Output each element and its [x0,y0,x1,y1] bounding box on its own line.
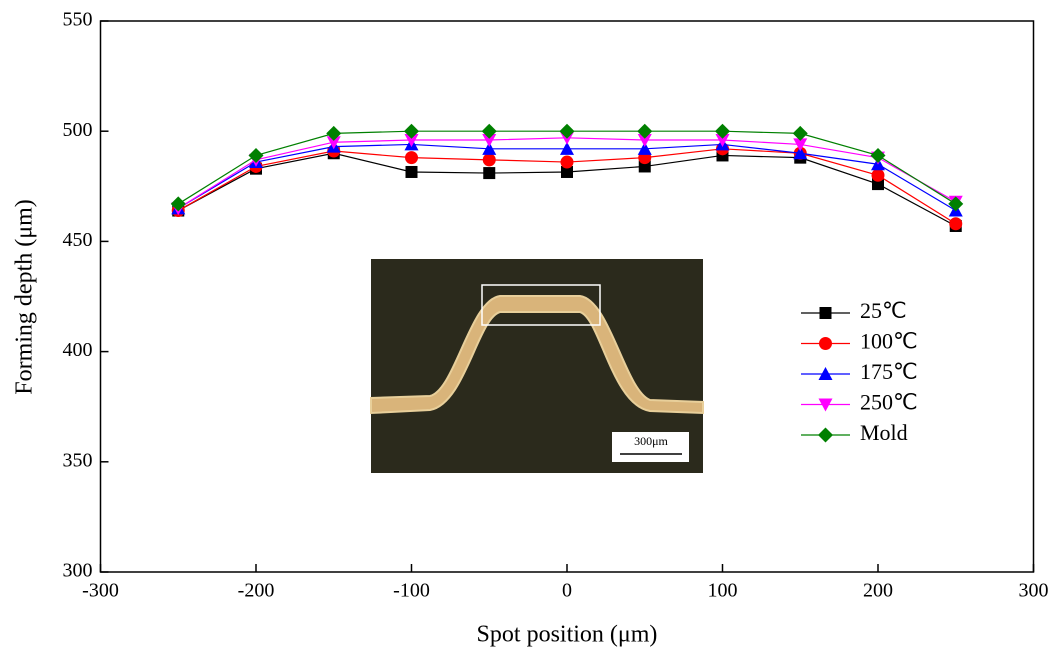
marker [870,147,886,163]
legend-label: 25℃ [860,298,907,323]
marker [637,141,652,155]
marker [637,134,652,148]
marker [819,307,832,319]
marker [404,134,419,148]
marker [404,123,419,139]
inset-highlight-box [481,284,601,326]
marker [949,217,963,231]
x-tick-label: 200 [863,580,893,602]
plot-frame [99,20,1035,573]
inset-scale-label: 300μm [634,434,668,448]
marker [482,141,497,155]
x-tick-label: -300 [82,580,119,602]
y-axis-label: Forming depth (μm) [12,199,38,395]
marker [818,427,833,443]
marker [871,168,885,182]
legend-label: 250℃ [860,390,918,415]
marker [482,153,496,167]
legend-label: 175℃ [860,359,918,384]
marker [715,123,730,139]
y-tick-label: 550 [63,9,93,31]
marker [481,123,497,139]
marker [483,167,496,180]
marker [818,367,833,380]
y-tick-label: 300 [63,560,93,582]
marker [948,196,964,212]
legend-label: 100℃ [860,329,918,354]
marker [405,165,418,178]
marker [326,136,341,150]
inset-micrograph: 300μm [370,259,704,473]
marker [818,398,833,412]
marker [793,146,808,160]
x-tick-label: 0 [562,580,572,602]
marker [560,141,574,155]
marker [560,155,574,169]
x-tick-label: 100 [708,580,738,602]
marker [326,125,342,141]
marker [405,151,418,165]
y-tick-label: 450 [63,229,93,251]
x-axis-label: Spot position (μm) [477,622,658,648]
x-tick-label: 300 [1019,580,1049,602]
marker [561,165,573,178]
marker [872,178,884,191]
inset-profile [370,295,704,415]
marker [819,337,832,350]
marker [715,134,730,148]
y-tick-label: 350 [63,449,93,471]
inset-scale-box [612,432,689,462]
x-tick-label: -100 [393,580,430,602]
marker [637,123,653,139]
legend-label: Mold [860,420,908,445]
marker [248,147,264,163]
y-tick-label: 500 [63,119,93,141]
marker [559,123,575,139]
x-tick-label: -200 [238,580,275,602]
marker [170,196,186,212]
marker [792,125,808,141]
marker [638,160,651,173]
marker [482,134,497,148]
y-tick-label: 400 [63,339,93,361]
marker [793,138,808,152]
